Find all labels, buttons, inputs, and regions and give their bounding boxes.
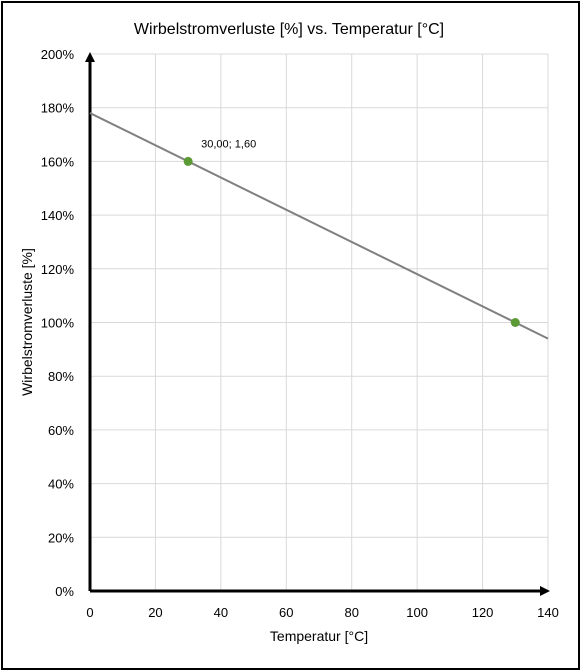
x-tick-label: 100: [406, 605, 428, 620]
data-point: [510, 318, 520, 327]
data-label: 30,00; 1,60: [201, 138, 256, 150]
y-tick-label: 20%: [48, 530, 74, 545]
y-tick-label: 180%: [41, 101, 75, 116]
chart-title: Wirbelstromverluste [%] vs. Temperatur […: [134, 21, 444, 38]
y-axis-arrow: [85, 52, 95, 62]
grid: [90, 53, 549, 591]
data-point: [183, 156, 193, 166]
x-axis-label: Temperatur [°C]: [270, 628, 368, 644]
axes: [85, 52, 550, 596]
series-layer: [89, 112, 549, 340]
x-tick-label: 40: [214, 605, 228, 620]
y-tick-label: 80%: [48, 369, 74, 384]
x-tick-label: 140: [537, 605, 559, 620]
y-tick-label: 160%: [41, 154, 75, 169]
y-axis-label: Wirbelstromverluste [%]: [19, 248, 35, 396]
y-tick-label: 140%: [41, 208, 75, 223]
y-tick-label: 200%: [41, 47, 75, 62]
y-tick-label: 0%: [55, 584, 74, 599]
x-tick-label: 80: [344, 605, 358, 620]
x-tick-label: 20: [148, 605, 162, 620]
x-axis-arrow: [540, 586, 550, 596]
trend-line: [89, 112, 549, 340]
y-tick-label: 60%: [48, 423, 74, 438]
x-tick-label: 120: [472, 605, 494, 620]
y-tick-label: 120%: [41, 262, 75, 277]
y-tick-label: 100%: [41, 316, 75, 331]
x-tick-label: 0: [86, 605, 93, 620]
x-tick-label: 60: [279, 605, 293, 620]
y-tick-label: 40%: [48, 477, 74, 492]
annotations: 30,00; 1,60: [201, 138, 256, 150]
tick-labels: 0% 20% 40% 60% 80% 100% 120% 140% 160% 180% 200% 0 2…: [41, 47, 559, 620]
